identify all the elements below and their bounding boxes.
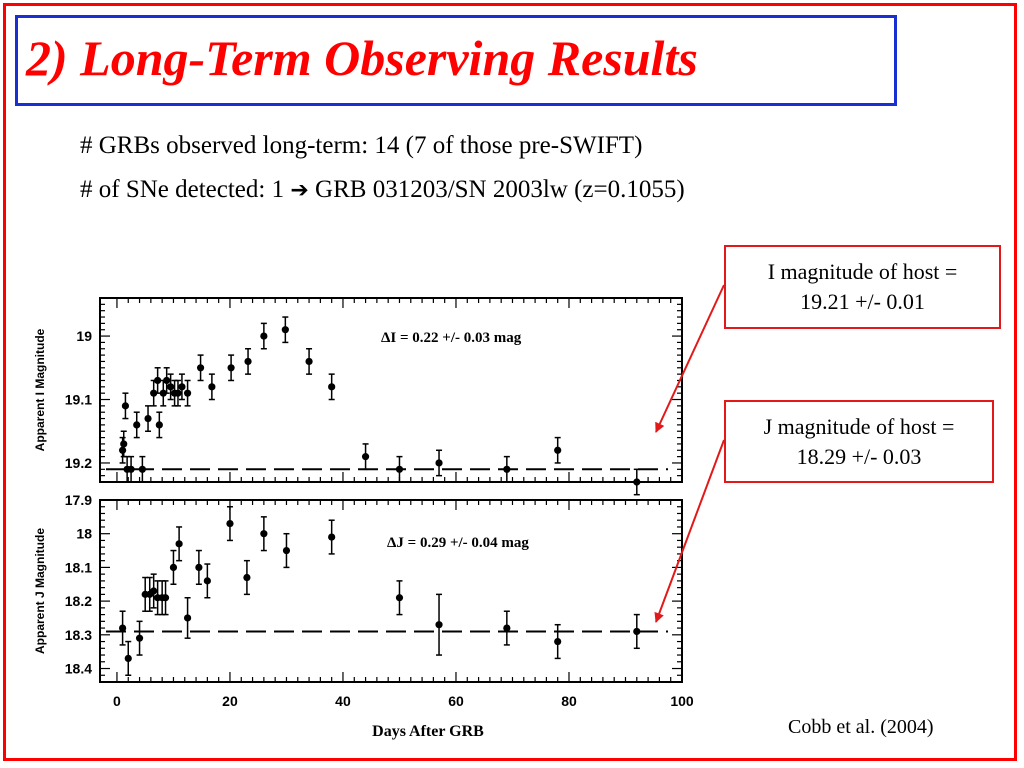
title-box: [15, 15, 897, 106]
j-data-point: [328, 533, 336, 541]
callout-j-magnitude: J magnitude of host = 18.29 +/- 0.03: [724, 400, 994, 483]
i-data-point: [395, 465, 404, 473]
i-data-point: [119, 446, 127, 454]
i-data-point: [154, 376, 162, 385]
i-data-point: [328, 383, 336, 391]
j-data-point: [175, 540, 183, 548]
bullet-grbs-observed: # GRBs observed long-term: 14 (7 of thos…: [80, 132, 643, 159]
i-data-point: [120, 440, 128, 448]
callout-i-magnitude: I magnitude of host = 19.21 +/- 0.01: [724, 245, 1001, 329]
x-tick-label: 40: [335, 693, 351, 709]
i-data-point: [196, 364, 205, 372]
callout-j-line2: 18.29 +/- 0.03: [796, 444, 922, 469]
bullet-sne-prefix: # of SNe detected: 1: [80, 176, 291, 203]
j-data-point: [124, 654, 132, 663]
i-y-axis-label: Apparent I Magnitude: [33, 328, 47, 451]
i-data-point: [361, 453, 370, 461]
i-y-tick-label: 19.2: [65, 455, 92, 471]
bullet-sne-suffix: GRB 031203/SN 2003lw (z=0.1055): [308, 176, 685, 203]
x-tick-label: 60: [448, 693, 464, 709]
j-y-tick-label: 18.2: [65, 593, 92, 609]
j-data-point: [135, 634, 144, 642]
j-y-tick-label: 18.4: [65, 661, 92, 677]
j-data-point: [435, 621, 443, 629]
shared-x-axis: 0 20 40 60 80 100 Days After GRB: [113, 693, 694, 740]
x-tick-label: 80: [561, 693, 577, 709]
i-data-point: [159, 389, 167, 397]
i-y-tick-label: 19: [76, 328, 92, 344]
j-data-point: [503, 624, 511, 632]
j-y-tick-label: 18: [76, 526, 92, 542]
i-data-point: [305, 357, 313, 366]
i-data-point: [127, 465, 135, 473]
j-data-point: [169, 563, 178, 572]
i-data-point: [167, 383, 175, 391]
i-data-point: [281, 326, 289, 334]
j-data-point: [150, 587, 158, 595]
slide-title: 2) Long-Term Observing Results: [26, 30, 698, 86]
i-data-point: [121, 402, 130, 410]
callout-i-arrow: [655, 284, 725, 433]
i-data-point: [260, 332, 268, 340]
j-data-point: [161, 594, 170, 602]
j-data-point: [243, 573, 251, 582]
x-tick-label: 20: [222, 693, 238, 709]
j-band-panel: 17.9 18 18.1 18.2 18.3 18.4 Apparent J Magnitu…: [33, 492, 683, 683]
i-data-point: [503, 465, 511, 473]
i-data-point: [244, 357, 252, 366]
callout-j-line1: J magnitude of host =: [763, 414, 955, 439]
j-delta-annotation: ΔJ = 0.29 +/- 0.04 mag: [387, 535, 529, 551]
i-data-point: [174, 389, 182, 397]
i-data-point: [163, 376, 171, 385]
j-data-point: [203, 577, 211, 585]
i-plot-frame: [99, 297, 683, 483]
i-data-point: [150, 389, 158, 397]
i-data-point: [133, 421, 141, 429]
j-plot-frame: [99, 499, 683, 683]
j-y-tick-label: 18.1: [65, 559, 92, 575]
j-y-tick-label: 17.9: [65, 492, 92, 508]
x-axis-label: Days After GRB: [372, 723, 484, 740]
j-y-axis-label: Apparent J Magnitude: [33, 528, 47, 654]
right-arrow-icon: ➔: [290, 178, 309, 203]
j-data-point: [633, 627, 641, 636]
x-tick-label: 0: [113, 693, 121, 709]
i-data-point: [155, 421, 163, 429]
i-data-point: [435, 459, 443, 467]
x-tick-label: 100: [670, 693, 694, 709]
j-data-point: [195, 563, 203, 572]
j-data-point: [260, 530, 268, 538]
i-data-point: [138, 465, 146, 473]
i-band-panel: 19 19.1 19.2 Apparent I Magnitude ΔI = 0.22 …: [33, 297, 683, 496]
callout-i-line2: 19.21 +/- 0.01: [800, 289, 925, 314]
j-data-point: [282, 546, 291, 555]
i-data-point: [183, 389, 192, 397]
i-data-point: [227, 364, 235, 372]
i-y-tick-label: 19.1: [65, 392, 92, 408]
i-data-point: [144, 414, 152, 423]
citation: Cobb et al. (2004): [788, 716, 934, 738]
j-data-point: [183, 614, 192, 622]
callout-i-line1: I magnitude of host =: [767, 259, 958, 284]
bullet-sne-detected: # of SNe detected: 1 ➔ GRB 031203/SN 200…: [80, 175, 685, 206]
j-data-point: [119, 624, 127, 632]
callout-j-arrow: [654, 439, 725, 623]
j-data-point: [395, 594, 404, 602]
i-data-point: [208, 383, 216, 391]
j-data-point: [554, 637, 562, 646]
slide-frame: [3, 3, 1017, 761]
j-data-point: [226, 519, 234, 528]
j-y-tick-label: 18.3: [65, 627, 92, 643]
i-data-point: [633, 478, 641, 486]
i-delta-annotation: ΔI = 0.22 +/- 0.03 mag: [381, 330, 522, 346]
i-data-point: [554, 446, 562, 454]
i-data-point: [178, 383, 186, 391]
